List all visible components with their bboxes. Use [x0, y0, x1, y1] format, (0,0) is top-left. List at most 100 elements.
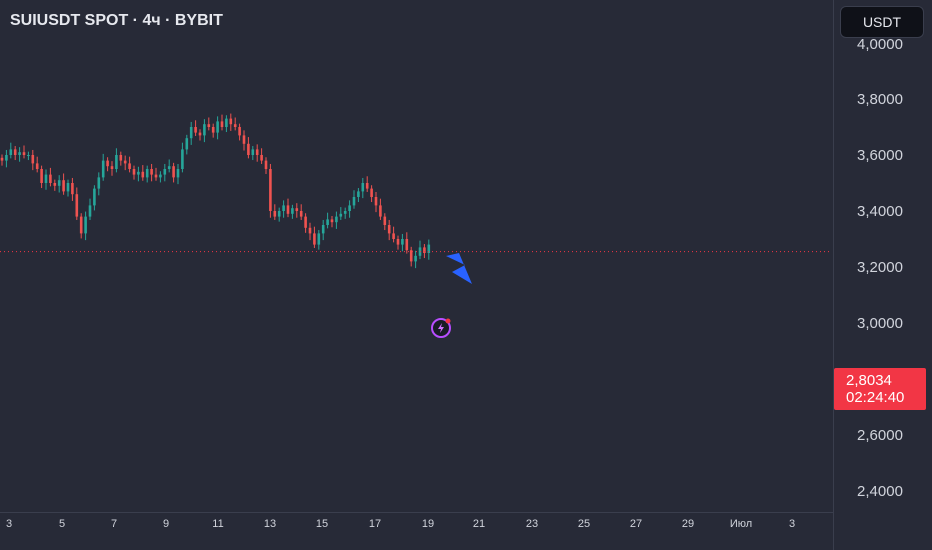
candle-body: [185, 138, 189, 150]
time-label: 13: [264, 518, 276, 530]
candle-body: [31, 155, 35, 164]
candle-body: [238, 127, 241, 136]
time-label: 9: [163, 518, 169, 530]
candle-body: [132, 169, 136, 175]
candle-body: [405, 239, 409, 251]
candle-body: [414, 255, 417, 262]
candle-body: [321, 225, 325, 234]
time-label: 19: [422, 518, 434, 530]
candle-body: [326, 219, 329, 225]
candle-body: [396, 239, 400, 245]
candle-body: [295, 208, 299, 211]
candle-body: [181, 149, 184, 169]
time-label: 3: [789, 518, 795, 530]
arrow-down-right-icon[interactable]: [446, 253, 472, 284]
candle-body: [194, 127, 197, 133]
time-label: 3: [6, 518, 12, 530]
candle-body: [40, 169, 43, 183]
candle-body: [22, 152, 26, 155]
candle-body: [409, 250, 413, 262]
candle-body: [167, 166, 171, 169]
candle-body: [97, 177, 101, 189]
candle-body: [75, 194, 79, 217]
candle-body: [9, 149, 13, 155]
candle-body: [242, 135, 246, 144]
candlestick-series: [0, 113, 431, 269]
candle-body: [145, 169, 149, 178]
candle-body: [163, 169, 167, 175]
candle-body: [88, 205, 92, 217]
candle-body: [427, 244, 431, 253]
candle-body: [260, 155, 263, 161]
candle-body: [339, 213, 343, 217]
candle-body: [374, 197, 378, 206]
price-axis[interactable]: 4,0000 3,8000 3,6000 3,4000 3,2000 3,000…: [857, 36, 903, 500]
candle-body: [18, 152, 21, 155]
candle-body: [357, 191, 360, 197]
current-price-value: 2,8034: [846, 372, 892, 389]
candle-body: [304, 216, 307, 228]
candle-body: [313, 233, 316, 245]
time-label: 15: [316, 518, 328, 530]
candle-body: [379, 205, 382, 217]
candle-body: [423, 247, 426, 253]
candle-body: [308, 227, 312, 234]
candle-body: [370, 188, 373, 197]
price-label: 2,6000: [857, 427, 903, 444]
candle-body: [93, 188, 96, 206]
candle-body: [247, 143, 250, 155]
candle-body: [101, 160, 105, 178]
candle-body: [383, 216, 387, 225]
candle-body: [282, 205, 285, 211]
candle-body: [128, 163, 131, 169]
candle-body: [343, 211, 347, 214]
candle-body: [176, 169, 180, 178]
time-label: 23: [526, 518, 538, 530]
candle-body: [264, 160, 268, 169]
currency-button[interactable]: USDT: [840, 6, 924, 38]
time-axis[interactable]: 3 5 7 9 11 13 15 17 19 21 23 25 27 29 Ию…: [6, 518, 795, 530]
candle-body: [211, 127, 215, 133]
candle-body: [27, 155, 30, 156]
candle-body: [348, 205, 351, 211]
candle-body: [207, 124, 211, 127]
current-price-badge: 2,8034 02:24:40: [834, 368, 926, 410]
price-label: 3,4000: [857, 203, 903, 220]
candle-body: [233, 124, 237, 127]
candle-body: [62, 180, 65, 192]
candle-body: [269, 169, 272, 211]
price-label: 3,6000: [857, 147, 903, 164]
candle-body: [352, 197, 356, 206]
candle-body: [251, 149, 255, 155]
candle-body: [216, 121, 219, 133]
candle-body: [57, 180, 61, 186]
candle-body: [225, 118, 228, 127]
candle-body: [79, 216, 83, 234]
candle-body: [277, 211, 281, 217]
candle-body: [35, 163, 39, 169]
candle-body: [299, 211, 303, 217]
candle-body: [13, 149, 17, 155]
candle-body: [330, 219, 334, 223]
candle-body: [203, 124, 206, 136]
candle-body: [141, 171, 145, 178]
time-label: 7: [111, 518, 117, 530]
candle-body: [0, 157, 4, 161]
candle-body: [115, 155, 118, 169]
time-label: 21: [473, 518, 485, 530]
time-label: 11: [212, 518, 223, 530]
time-label: 27: [630, 518, 642, 530]
candle-body: [229, 118, 233, 125]
lightning-icon[interactable]: [431, 318, 451, 338]
candle-body: [198, 132, 202, 136]
time-label: 5: [59, 518, 65, 530]
candle-body: [220, 121, 224, 127]
candle-body: [123, 160, 127, 164]
chart-title: SUIUSDT SPOT · 4ч · BYBIT: [10, 12, 223, 29]
candle-body: [365, 183, 369, 189]
candle-body: [291, 208, 294, 214]
candle-body: [110, 166, 114, 169]
candle-body: [159, 174, 162, 178]
candle-body: [317, 233, 321, 245]
